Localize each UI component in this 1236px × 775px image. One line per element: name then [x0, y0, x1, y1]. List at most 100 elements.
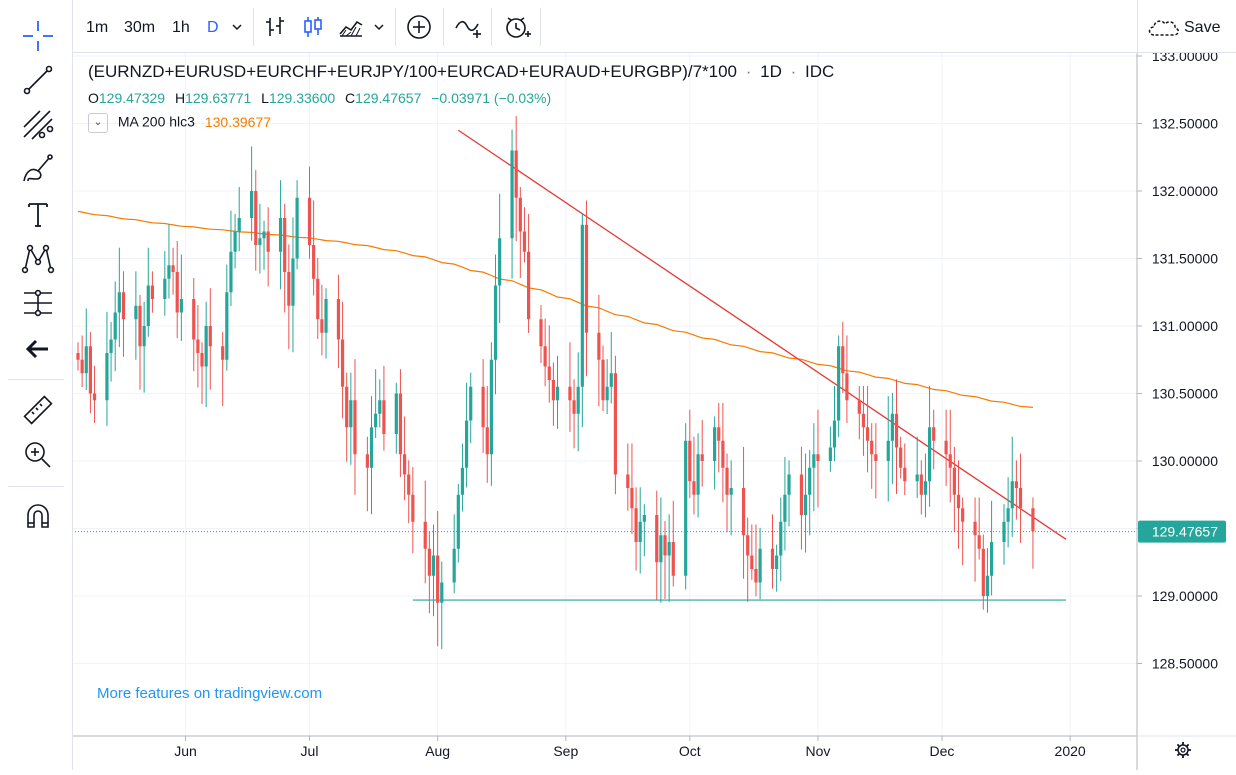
- candle: [142, 301, 146, 393]
- candle: [423, 480, 427, 584]
- change-value: −0.03971 (−0.03%): [431, 90, 552, 106]
- interval-1h[interactable]: 1h: [172, 19, 190, 36]
- magnet-icon[interactable]: [20, 499, 56, 535]
- candle: [837, 335, 841, 438]
- symbol-expression[interactable]: (EURNZD+EURUSD+EURCHF+EURJPY/100+EURCAD+…: [88, 62, 738, 81]
- prediction-icon[interactable]: [20, 285, 56, 321]
- price-tick-label: 131.50000: [1152, 251, 1218, 267]
- candle: [510, 129, 514, 279]
- candle: [92, 365, 97, 423]
- candle: [522, 207, 527, 263]
- candle: [163, 251, 167, 316]
- bars-chart-icon[interactable]: [260, 12, 290, 42]
- open-label: O: [88, 90, 99, 106]
- chevron-down-icon[interactable]: [372, 20, 386, 34]
- candle: [688, 409, 692, 498]
- drawings-layer: [77, 129, 1067, 601]
- candle: [146, 247, 150, 337]
- candle: [431, 524, 436, 617]
- candle: [961, 497, 965, 566]
- candle: [436, 510, 440, 647]
- chevron-down-icon[interactable]: [230, 20, 244, 34]
- area-chart-icon[interactable]: [336, 12, 366, 42]
- candle: [175, 240, 179, 339]
- candle: [857, 386, 861, 440]
- candle: [208, 288, 212, 390]
- candle: [713, 416, 717, 490]
- candle: [894, 379, 899, 494]
- candle: [903, 443, 907, 496]
- interval-30m[interactable]: 30m: [124, 19, 156, 36]
- candle: [828, 426, 832, 472]
- candle: [407, 460, 411, 524]
- trend-line[interactable]: [457, 129, 1067, 540]
- candle: [779, 497, 783, 582]
- ma-label[interactable]: MA 200 hlc3: [117, 113, 195, 130]
- candle: [845, 335, 849, 423]
- candle: [295, 180, 299, 270]
- candle: [1002, 504, 1006, 565]
- back-arrow-icon[interactable]: [20, 331, 56, 367]
- settings-gear-icon[interactable]: [1175, 742, 1191, 758]
- text-icon[interactable]: [20, 196, 56, 232]
- time-tick-label: Sep: [553, 743, 578, 759]
- time-tick-label: Jun: [174, 743, 197, 759]
- candle: [460, 443, 465, 512]
- trend-line-icon[interactable]: [20, 62, 56, 98]
- candles-chart-icon[interactable]: [298, 12, 328, 42]
- candle: [374, 369, 378, 439]
- ma-value: 130.39677: [204, 113, 272, 130]
- candle: [469, 372, 473, 444]
- candle: [932, 409, 936, 470]
- time-axis[interactable]: Jun Jul Aug Sep Oct Nov Dec 2020: [174, 736, 1086, 759]
- ruler-icon[interactable]: [20, 392, 56, 428]
- candle: [76, 342, 80, 371]
- fib-icon[interactable]: [20, 107, 56, 143]
- candles-layer: [76, 116, 1035, 650]
- candle: [378, 379, 382, 428]
- legend-title-row: (EURNZD+EURUSD+EURCHF+EURJPY/100+EURCAD+…: [88, 62, 834, 82]
- candle: [204, 301, 208, 407]
- interval-d[interactable]: D: [207, 19, 219, 36]
- candle: [312, 200, 316, 296]
- candle: [630, 443, 634, 534]
- crosshair-icon[interactable]: [20, 18, 56, 54]
- candle: [671, 500, 675, 587]
- price-tick-label: 130.50000: [1152, 386, 1218, 402]
- zoom-in-icon[interactable]: [20, 437, 56, 473]
- chart-grid: [72, 52, 1137, 736]
- candle: [237, 186, 241, 252]
- candle: [597, 294, 601, 407]
- candle: [464, 382, 469, 488]
- candle: [721, 402, 725, 503]
- candle: [985, 548, 990, 613]
- alert-clock-icon[interactable]: [502, 12, 532, 42]
- promo-link[interactable]: More features on tradingview.com: [97, 685, 323, 702]
- candle: [1010, 436, 1014, 537]
- candle: [915, 436, 919, 498]
- candle: [626, 443, 630, 511]
- open-value: 129.47329: [98, 90, 166, 106]
- candle: [229, 210, 233, 307]
- candle: [171, 247, 175, 295]
- collapse-chevron-icon[interactable]: ⌄: [88, 113, 108, 133]
- candle: [262, 220, 266, 270]
- candle: [659, 497, 663, 603]
- candle: [398, 369, 403, 477]
- pattern-icon[interactable]: [20, 240, 56, 276]
- candle: [526, 213, 531, 334]
- compare-symbol-icon[interactable]: [452, 12, 482, 42]
- add-indicator-icon[interactable]: [404, 12, 434, 42]
- interval-1m[interactable]: 1m: [86, 19, 109, 36]
- candle: [349, 372, 353, 465]
- candle: [613, 355, 618, 495]
- candle: [758, 527, 762, 600]
- candle: [886, 396, 890, 502]
- brush-icon[interactable]: [20, 151, 56, 187]
- top-toolbar: 1m 30m 1h D Save: [72, 0, 1236, 53]
- candle: [812, 423, 816, 512]
- save-button[interactable]: Save: [1137, 0, 1236, 52]
- candle: [440, 561, 444, 650]
